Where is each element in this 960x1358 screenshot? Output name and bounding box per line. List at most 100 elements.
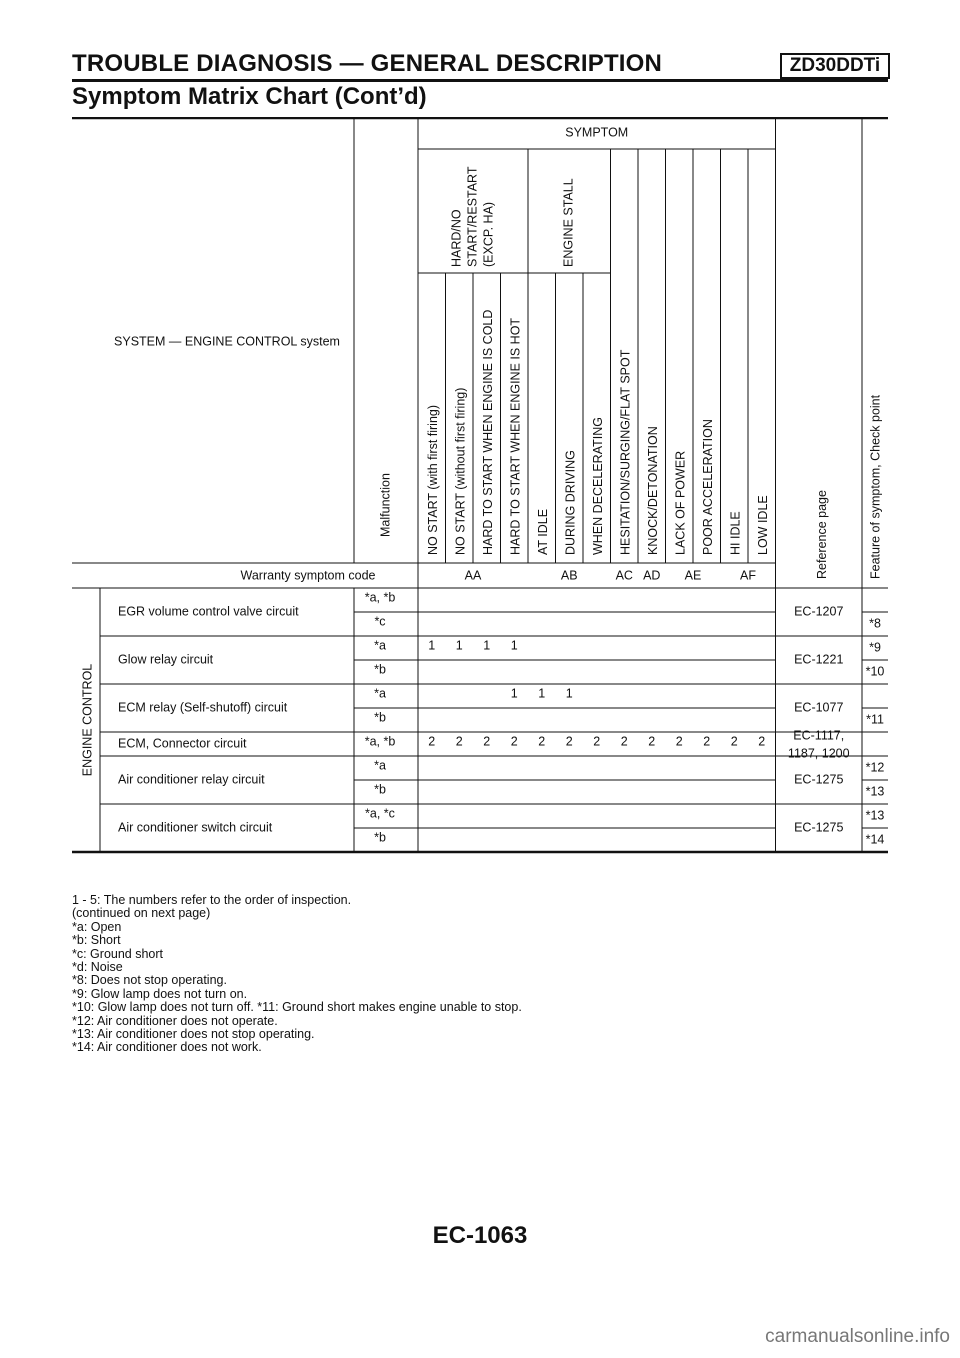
reference-page: EC-1275 (794, 820, 843, 834)
symptom-column-header: WHEN DECELERATING (591, 417, 605, 555)
feature-note: *9 (869, 640, 881, 654)
warranty-code: AE (685, 568, 702, 582)
feature-note: *10 (866, 664, 885, 678)
symptom-column-header: NO START (without first firing) (454, 388, 468, 555)
malfunction-name: ECM relay (Self-shutoff) circuit (118, 700, 288, 714)
hard-start-group-header: START/RESTART (465, 166, 479, 267)
inspection-order: 2 (483, 734, 490, 748)
inspection-order: 2 (703, 734, 710, 748)
footnote-line: *d: Noise (72, 960, 123, 975)
footnote-line: *13: Air conditioner does not stop opera… (72, 1027, 315, 1042)
inspection-order: 1 (428, 638, 435, 652)
failure-mode: *a (374, 686, 386, 700)
inspection-order: 2 (538, 734, 545, 748)
malfunction-name: EGR volume control valve circuit (118, 604, 299, 618)
symptom-column-header: NO START (with first firing) (426, 405, 440, 555)
engine-code-box: ZD30DDTi (780, 53, 890, 79)
reference-page: EC-1275 (794, 772, 843, 786)
footnote-line: *12: Air conditioner does not operate. (72, 1013, 278, 1028)
warranty-code: AF (740, 568, 756, 582)
failure-mode: *b (374, 662, 386, 676)
failure-mode: *c (374, 614, 385, 628)
symptom-matrix-table: SYSTEM — ENGINE CONTROL system Malfunctio… (72, 117, 888, 854)
footnotes: 1 - 5: The numbers refer to the order of… (72, 893, 522, 1055)
warranty-code: AA (465, 568, 482, 582)
inspection-order: 2 (566, 734, 573, 748)
inspection-order: 2 (648, 734, 655, 748)
inspection-order: 2 (511, 734, 518, 748)
failure-mode: *b (374, 710, 386, 724)
feature-note: *14 (866, 832, 885, 846)
symptom-column-header: HARD TO START WHEN ENGINE IS COLD (481, 310, 495, 555)
inspection-order: 1 (456, 638, 463, 652)
malfunction-name: Air conditioner switch circuit (118, 820, 273, 834)
engine-stall-group-header: ENGINE STALL (562, 178, 576, 267)
inspection-order: 2 (731, 734, 738, 748)
page-number: EC-1063 (432, 1222, 528, 1249)
reference-page-header: Reference page (815, 490, 829, 579)
symptom-column-header: DURING DRIVING (564, 450, 578, 555)
symptom-column-header: KNOCK/DETONATION (646, 426, 660, 555)
reference-page: EC-1221 (794, 652, 843, 666)
footnote-line: *b: Short (72, 933, 121, 948)
footnote-line: *9: Glow lamp does not turn on. (72, 986, 248, 1001)
inspection-order: 1 (511, 638, 518, 652)
feature-note: *8 (869, 616, 881, 630)
symptom-column-header: LOW IDLE (756, 495, 770, 555)
reference-page: EC-1077 (794, 700, 843, 714)
failure-mode: *b (374, 830, 386, 844)
footnote-line: 1 - 5: The numbers refer to the order of… (72, 893, 352, 907)
system-header: SYSTEM — ENGINE CONTROL system (114, 334, 340, 348)
footnote-line: *10: Glow lamp does not turn off. *11: G… (72, 1000, 522, 1015)
footnote-line: *14: Air conditioner does not work. (72, 1040, 262, 1055)
footnote-line: *a: Open (72, 919, 122, 934)
symptom-column-header: HARD TO START WHEN ENGINE IS HOT (509, 318, 523, 555)
malfunction-header: Malfunction (378, 473, 392, 537)
warranty-code: AB (561, 568, 578, 582)
inspection-order: 1 (566, 686, 573, 700)
inspection-order: 2 (621, 734, 628, 748)
inspection-order: 2 (758, 734, 765, 748)
failure-mode: *a, *b (365, 590, 396, 604)
inspection-order: 2 (428, 734, 435, 748)
watermark: carmanualsonline.info (765, 1326, 950, 1347)
malfunction-name: Glow relay circuit (118, 652, 214, 666)
reference-page: EC-1117, (793, 728, 844, 742)
feature-note: *12 (866, 760, 885, 774)
inspection-order: 2 (456, 734, 463, 748)
failure-mode: *a, *b (365, 734, 396, 748)
footnote-line: *c: Ground short (72, 946, 164, 961)
warranty-code: AD (643, 568, 660, 582)
reference-page: 1187, 1200 (788, 746, 850, 760)
feature-note: *13 (866, 784, 885, 798)
inspection-order: 1 (538, 686, 545, 700)
section-title: TROUBLE DIAGNOSIS — GENERAL DESCRIPTION (72, 50, 663, 77)
symptom-column-header: LACK OF POWER (674, 451, 688, 555)
feature-header: Feature of symptom, Check point (868, 394, 882, 579)
feature-note: *11 (866, 712, 884, 726)
page-subtitle: Symptom Matrix Chart (Cont’d) (72, 83, 427, 110)
warranty-label: Warranty symptom code (241, 568, 376, 582)
inspection-order: 1 (511, 686, 518, 700)
header-rule (72, 79, 888, 82)
symptom-column-header: POOR ACCELERATION (701, 419, 715, 555)
symptom-column-header: HESITATION/SURGING/FLAT SPOT (619, 349, 633, 555)
symptom-column-header: HI IDLE (729, 511, 743, 555)
category-label: ENGINE CONTROL (80, 664, 94, 777)
symptom-column-header: AT IDLE (536, 509, 550, 555)
malfunction-name: Air conditioner relay circuit (118, 772, 265, 786)
failure-mode: *a, *c (365, 806, 395, 820)
failure-mode: *b (374, 782, 386, 796)
feature-note: *13 (866, 808, 885, 822)
footnote-line: (continued on next page) (72, 906, 211, 921)
inspection-order: 2 (676, 734, 683, 748)
hard-start-group-header: (EXCP. HA) (481, 202, 495, 267)
warranty-code: AC (616, 568, 633, 582)
malfunction-name: ECM, Connector circuit (118, 736, 247, 750)
symptom-header: SYMPTOM (565, 125, 628, 139)
inspection-order: 2 (593, 734, 600, 748)
footnote-line: *8: Does not stop operating. (72, 973, 227, 988)
reference-page: EC-1207 (794, 604, 843, 618)
hard-start-group-header: HARD/NO (449, 209, 463, 267)
failure-mode: *a (374, 638, 386, 652)
